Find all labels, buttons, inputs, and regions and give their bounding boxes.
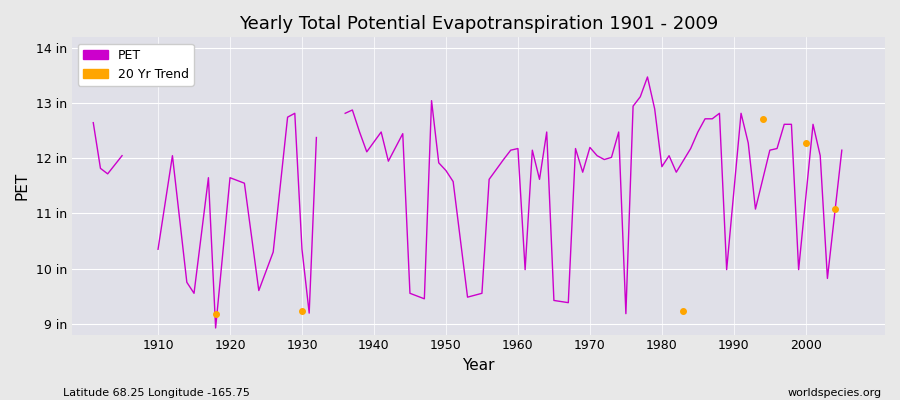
Y-axis label: PET: PET: [15, 172, 30, 200]
Legend: PET, 20 Yr Trend: PET, 20 Yr Trend: [78, 44, 194, 86]
X-axis label: Year: Year: [462, 358, 495, 373]
Title: Yearly Total Potential Evapotranspiration 1901 - 2009: Yearly Total Potential Evapotranspiratio…: [238, 15, 718, 33]
Text: Latitude 68.25 Longitude -165.75: Latitude 68.25 Longitude -165.75: [63, 388, 250, 398]
Text: worldspecies.org: worldspecies.org: [788, 388, 882, 398]
